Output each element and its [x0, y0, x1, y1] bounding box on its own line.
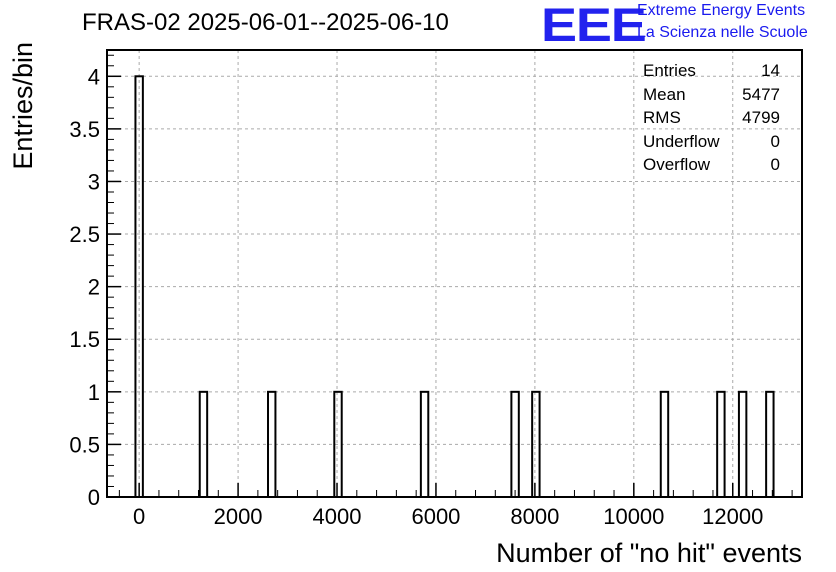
x-tick-label: 0 — [133, 504, 145, 529]
stats-label: Underflow — [643, 131, 720, 151]
y-tick-label: 3 — [88, 169, 100, 194]
y-tick-label: 0.5 — [69, 432, 100, 457]
stats-row-underflow: Underflow 0 — [637, 130, 780, 154]
stats-row-entries: Entries 14 — [637, 59, 780, 83]
logo-line-2: La Scienza nelle Scuole — [637, 24, 808, 41]
stats-label: Mean — [643, 84, 686, 104]
x-axis-label: Number of "no hit" events — [496, 538, 802, 568]
eee-logo-icon: EEE — [541, 0, 647, 51]
stats-box: Entries 14 Mean 5477 RMS 4799 Underflow 0 Overfl… — [637, 59, 780, 177]
y-axis-ticks: 0 0.5 1 1.5 2 2.5 3 3.5 4 — [69, 54, 121, 510]
plot-frame — [106, 49, 803, 498]
y-tick-label: 2.5 — [69, 222, 100, 247]
stats-value: 4799 — [742, 108, 780, 127]
y-tick-label: 2 — [88, 275, 100, 300]
y-tick-label: 3.5 — [69, 117, 100, 142]
y-tick-label: 1 — [88, 380, 100, 405]
stats-row-overflow: Overflow 0 — [637, 153, 780, 177]
stats-value: 5477 — [742, 84, 780, 104]
x-tick-label: 12000 — [702, 504, 763, 529]
x-tick-label: 10000 — [603, 504, 664, 529]
stats-value: 0 — [770, 131, 780, 151]
stats-row-rms: RMS 4799 — [637, 106, 780, 130]
y-tick-label: 4 — [88, 64, 100, 89]
stats-row-mean: Mean 5477 — [637, 83, 780, 107]
stats-label: Overflow — [643, 155, 711, 174]
stats-value: 0 — [770, 155, 780, 174]
y-axis-label: Entries/bin — [8, 42, 38, 170]
x-tick-label: 2000 — [214, 504, 263, 529]
logo-line-1: Extreme Energy Events — [637, 2, 806, 19]
x-tick-label: 6000 — [411, 504, 460, 529]
chart-title: FRAS-02 2025-06-01--2025-06-10 — [82, 9, 449, 36]
x-axis-ticks: 0 2000 4000 6000 8000 10000 12000 — [118, 483, 793, 529]
stats-value: 14 — [761, 61, 780, 80]
stats-label: RMS — [643, 108, 681, 127]
y-tick-label: 1.5 — [69, 327, 100, 352]
grid-lines — [107, 50, 802, 498]
stats-label: Entries — [643, 61, 696, 80]
y-tick-label: 0 — [88, 485, 100, 510]
x-tick-label: 8000 — [510, 504, 559, 529]
x-tick-label: 4000 — [313, 504, 362, 529]
